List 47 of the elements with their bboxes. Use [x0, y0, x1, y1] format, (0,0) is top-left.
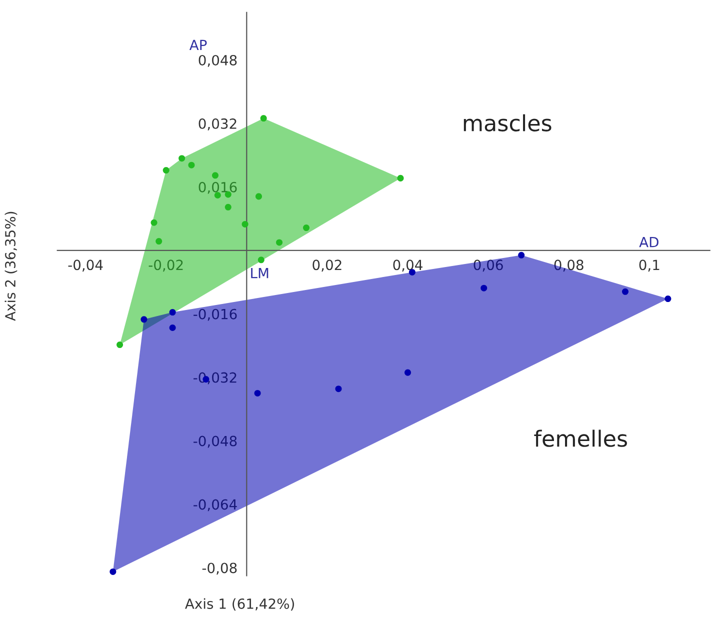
text: femelles — [534, 430, 627, 447]
y-tick-label: 0,032 — [198, 118, 236, 130]
point — [397, 174, 404, 182]
y-tick-label: -0,08 — [202, 562, 237, 575]
annotation: LM — [251, 268, 268, 278]
point — [110, 568, 116, 575]
point — [664, 296, 672, 302]
y-axis-title: Axis 2 (36,35%) — [4, 212, 18, 321]
point — [260, 115, 267, 122]
point — [116, 342, 124, 348]
point — [188, 162, 195, 168]
x-tick-label: 0,06 — [474, 260, 503, 272]
point — [480, 284, 488, 292]
annotation: AD — [639, 237, 658, 248]
text: mascles — [464, 114, 552, 132]
point — [150, 219, 158, 226]
point — [276, 239, 283, 246]
point — [255, 193, 262, 200]
annotation: AP — [189, 40, 207, 50]
point — [178, 155, 186, 162]
y-tick-label: -0,064 — [194, 499, 237, 512]
point — [162, 167, 170, 174]
point — [254, 390, 261, 396]
point — [224, 204, 232, 210]
point — [242, 220, 248, 228]
x-tick-label: 0,08 — [554, 260, 584, 272]
point — [169, 309, 176, 316]
x-axis-title: Axis 1 (61,42%) — [185, 598, 294, 611]
y-tick-label: 0,048 — [198, 54, 237, 67]
x-tick-label: 0,1 — [639, 260, 660, 272]
point — [303, 224, 310, 232]
point — [258, 256, 264, 264]
point — [140, 316, 148, 323]
point — [335, 386, 342, 392]
point — [518, 252, 525, 258]
y-tick-label: 0,016 — [198, 182, 237, 194]
point — [169, 324, 176, 331]
x-tick-label: 0,04 — [393, 260, 422, 272]
point — [404, 369, 412, 376]
y-tick-label: -0,048 — [194, 436, 237, 448]
point — [212, 172, 218, 179]
point — [156, 238, 162, 245]
x-tick-label: -0,02 — [148, 260, 183, 272]
y-tick-label: -0,016 — [194, 308, 237, 321]
x-tick-label: -0,04 — [68, 260, 103, 272]
x-tick-label: 0,02 — [312, 260, 342, 272]
point — [622, 288, 629, 295]
